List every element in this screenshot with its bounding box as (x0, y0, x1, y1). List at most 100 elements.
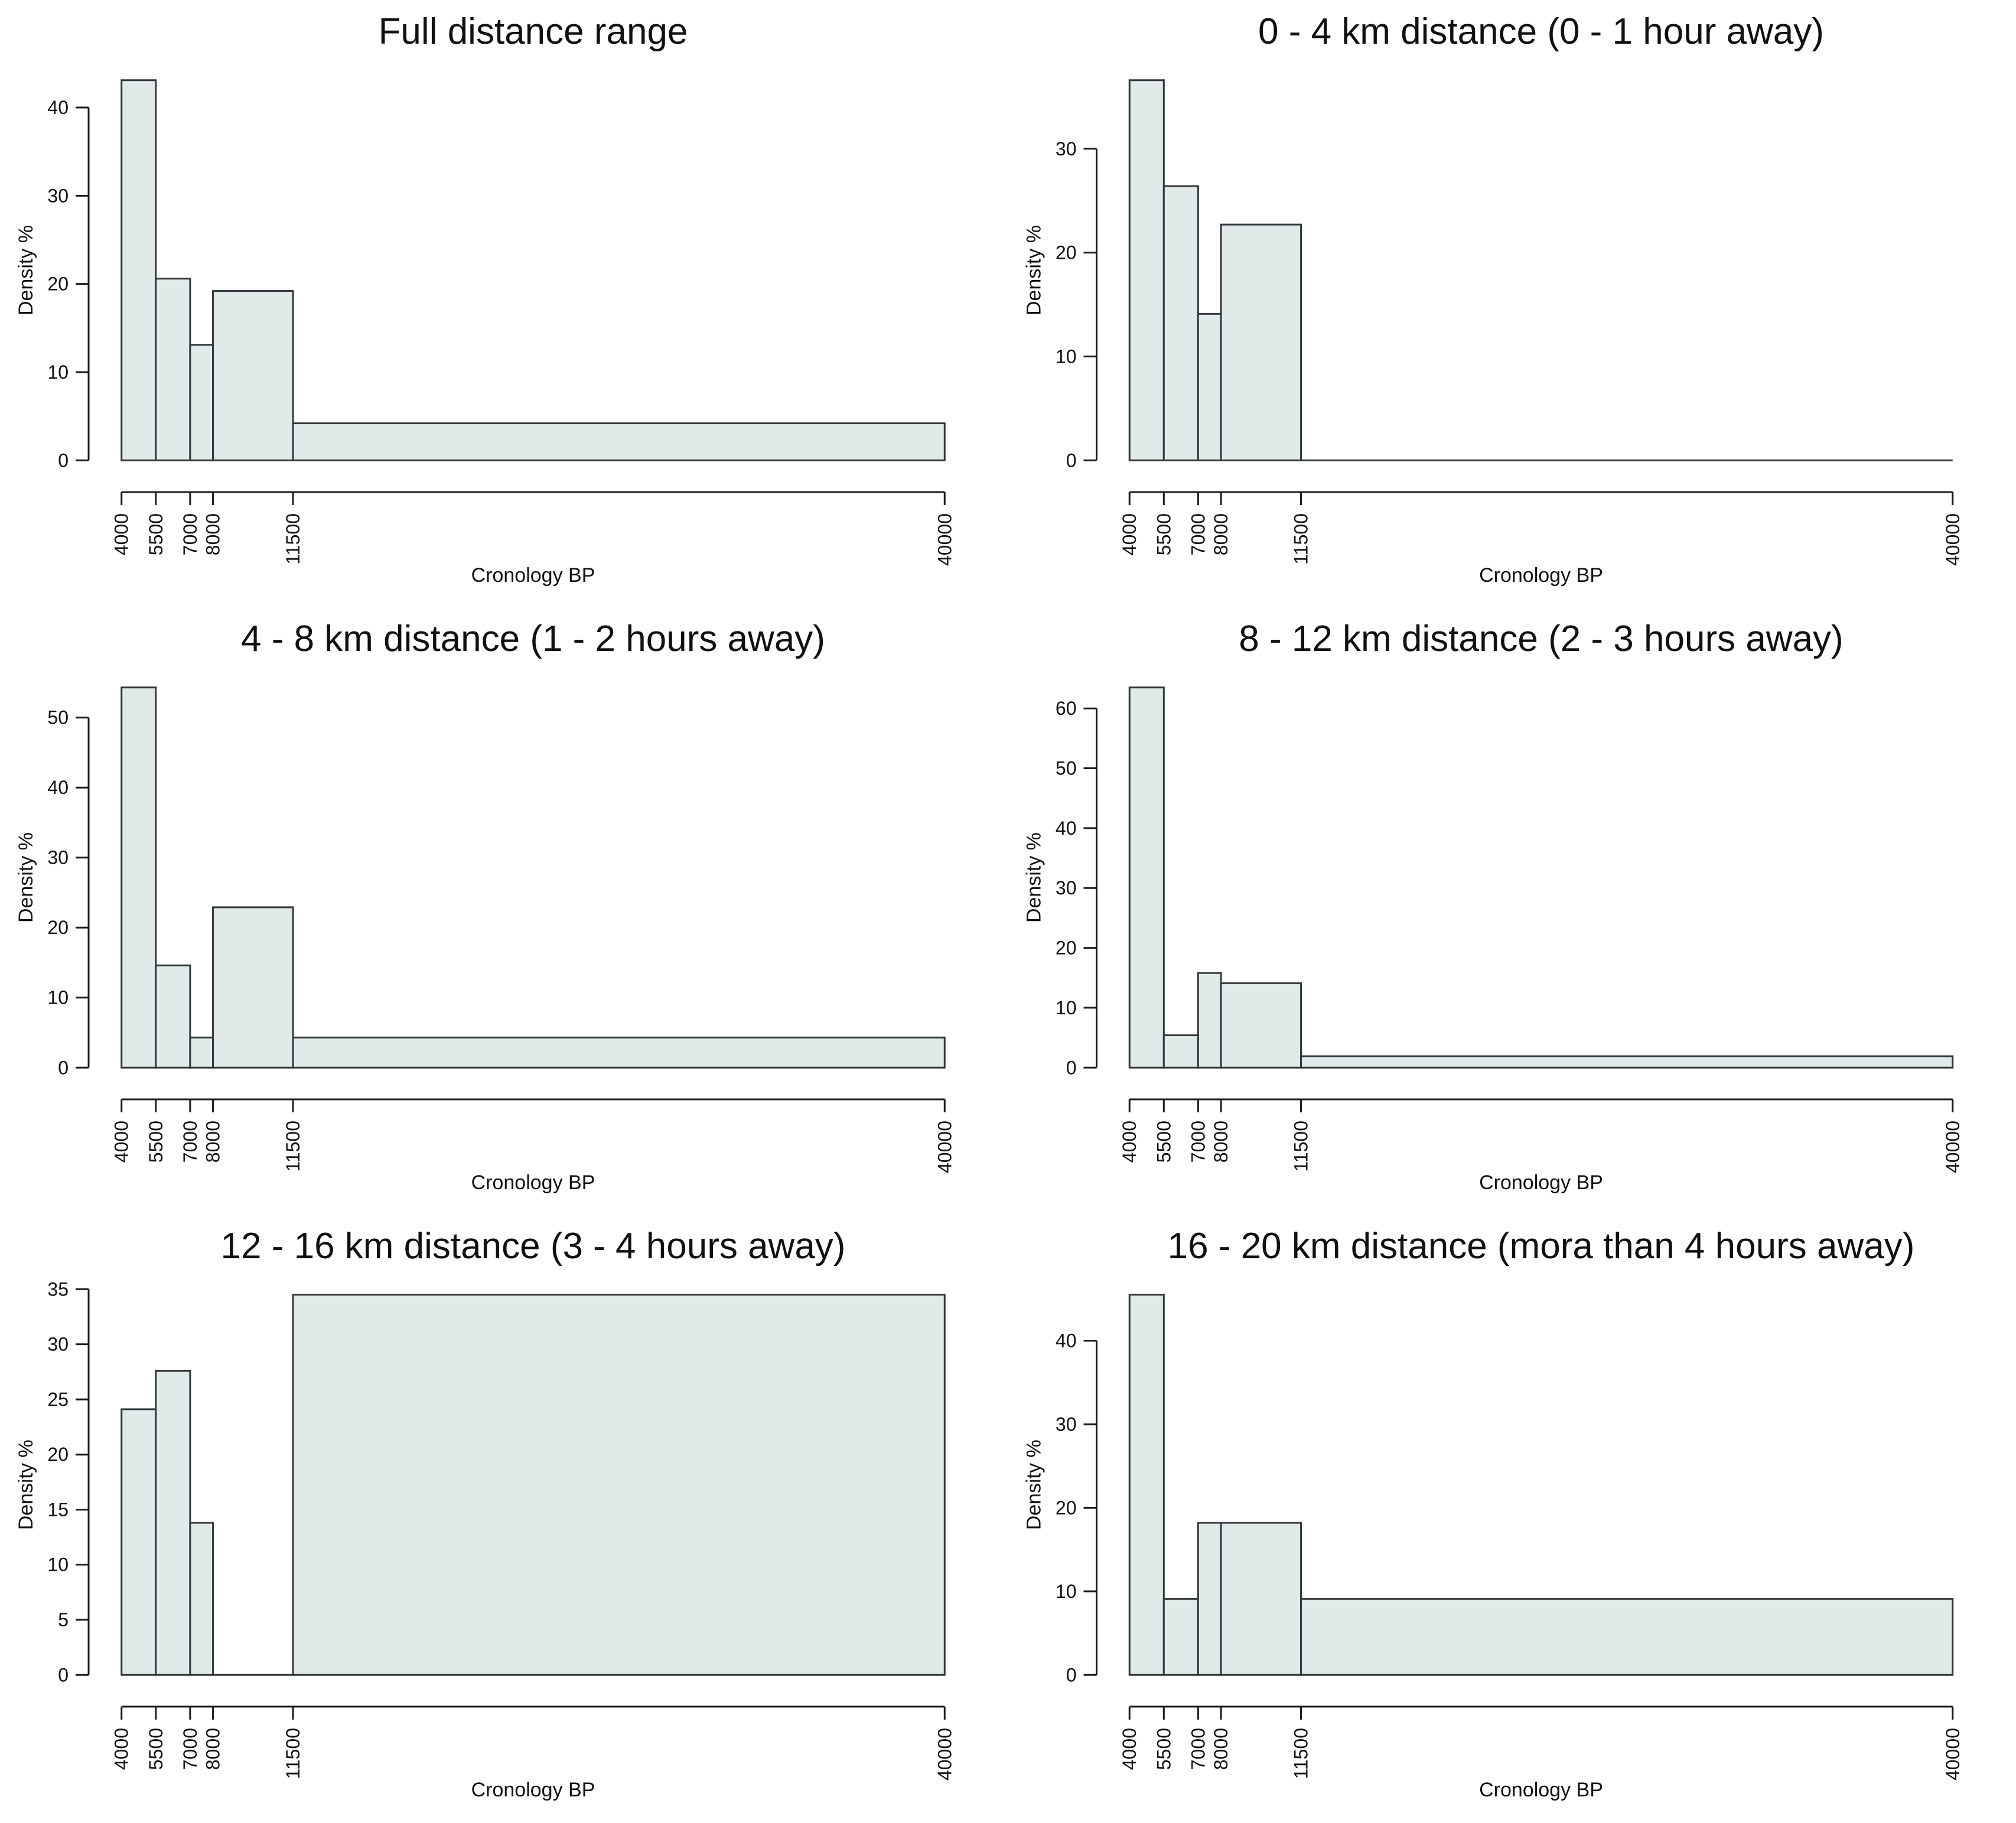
histogram-bar (155, 278, 191, 461)
x-axis-tick-label: 5500 (145, 513, 167, 555)
y-axis-tick-label: 0 (58, 1057, 69, 1078)
histogram-panel-full-range: Full distance range 0 10 20 30 40 Density % 400… (0, 0, 1008, 607)
x-axis-tick-label: 40000 (1942, 513, 1963, 566)
x-axis-tick-label: 7000 (180, 1121, 201, 1163)
y-axis-tick-label: 20 (1056, 242, 1077, 263)
histogram-bar (1197, 972, 1222, 1069)
histogram-bar (212, 290, 294, 461)
y-axis-tick-label: 60 (1056, 698, 1077, 719)
histogram-bar (292, 1036, 946, 1069)
y-axis-tick-label: 40 (47, 97, 69, 118)
histogram-panel-12-16km: 12 - 16 km distance (3 - 4 hours away) 0 5… (0, 1215, 1008, 1822)
x-axis-tick-label: 40000 (934, 1728, 955, 1780)
x-axis-tick-label: 5500 (145, 1728, 167, 1770)
histogram-svg-4-8km: 4 - 8 km distance (1 - 2 hours away) 0 10 2… (15, 618, 955, 1194)
y-axis-tick-label: 20 (47, 274, 69, 295)
y-axis-tick-label: 0 (1066, 450, 1077, 471)
y-axis-tick-label: 20 (47, 917, 69, 938)
x-axis-tick-label: 4000 (111, 1728, 132, 1770)
histogram-svg-full-range: Full distance range 0 10 20 30 40 Density % 400… (15, 11, 955, 587)
y-axis-tick-label: 0 (58, 450, 69, 471)
x-axis-tick-label: 4000 (1119, 1121, 1140, 1163)
x-axis-tick-label: 11500 (1291, 1728, 1312, 1779)
y-axis-tick-label: 10 (47, 987, 69, 1008)
chart-title: 4 - 8 km distance (1 - 2 hours away) (241, 618, 825, 659)
x-axis-tick-label: 7000 (180, 513, 201, 555)
x-axis-tick-label: 11500 (282, 1121, 304, 1172)
y-axis-tick-label: 10 (47, 1554, 69, 1575)
histogram-bar (1220, 982, 1302, 1069)
x-axis-tick-label: 8000 (1210, 1728, 1232, 1770)
y-axis-tick-label: 50 (47, 707, 69, 728)
y-axis-tick-label: 10 (1056, 1581, 1077, 1602)
x-axis-tick-label: 11500 (1291, 1121, 1312, 1172)
x-axis-tick-label: 8000 (203, 1728, 224, 1770)
x-axis-tick-label: 7000 (1187, 513, 1209, 555)
chart-title: 16 - 20 km distance (mora than 4 hours a… (1168, 1226, 1915, 1267)
histogram-bar (292, 1294, 946, 1676)
histogram-bar (189, 1036, 214, 1069)
histogram-panel-8-12km: 8 - 12 km distance (2 - 3 hours away) 0 10… (1008, 607, 2016, 1215)
y-axis-tick-label: 0 (1066, 1664, 1077, 1685)
histogram-bar (120, 686, 157, 1069)
y-axis-label: Density % (15, 832, 37, 923)
y-axis-label: Density % (15, 225, 37, 315)
histogram-bar (1128, 79, 1165, 461)
x-axis-tick-label: 5500 (145, 1121, 167, 1163)
histogram-bar (292, 422, 946, 461)
histogram-bar (120, 79, 157, 461)
y-axis-label: Density % (1023, 225, 1046, 315)
x-axis-tick-label: 4000 (111, 513, 132, 555)
histogram-bar (1300, 1055, 1954, 1069)
histogram-bar (189, 1522, 214, 1676)
histogram-panel-0-4km: 0 - 4 km distance (0 - 1 hour away) 0 10 20… (1008, 0, 2016, 607)
x-axis-tick-label: 7000 (180, 1728, 201, 1770)
histogram-bar (1162, 1598, 1199, 1676)
x-axis-tick-label: 40000 (934, 1121, 955, 1173)
y-axis-tick-label: 10 (47, 362, 69, 383)
y-axis-label: Density % (1023, 832, 1046, 923)
y-axis-tick-label: 30 (47, 1334, 69, 1355)
y-axis-tick-label: 30 (1056, 1414, 1077, 1435)
x-axis-tick-label: 4000 (1119, 1728, 1140, 1770)
y-axis-tick-label: 35 (47, 1278, 69, 1300)
chart-title: 0 - 4 km distance (0 - 1 hour away) (1258, 11, 1824, 52)
x-axis-tick-label: 5500 (1153, 1728, 1174, 1770)
y-axis-tick-label: 40 (1056, 1330, 1077, 1352)
x-axis-tick-label: 4000 (111, 1121, 132, 1163)
y-axis-tick-label: 20 (1056, 1497, 1077, 1518)
histogram-bar (155, 1369, 191, 1676)
x-axis-tick-label: 4000 (1119, 513, 1140, 555)
x-axis-tick-label: 8000 (1210, 513, 1232, 555)
y-axis-tick-label: 50 (1056, 758, 1077, 779)
x-axis-tick-label: 8000 (203, 513, 224, 555)
histogram-bar (1220, 223, 1302, 461)
x-axis-tick-label: 40000 (1942, 1121, 1963, 1173)
x-axis-tick-label: 5500 (1153, 513, 1174, 555)
x-axis-label: Cronology BP (471, 1779, 595, 1801)
chart-title: Full distance range (379, 11, 688, 52)
x-axis-tick-label: 7000 (1187, 1121, 1209, 1163)
x-axis-tick-label: 40000 (1942, 1728, 1963, 1780)
x-axis-tick-label: 7000 (1187, 1728, 1209, 1770)
y-axis-tick-label: 10 (1056, 997, 1077, 1018)
y-axis-tick-label: 5 (58, 1609, 69, 1630)
y-axis-tick-label: 0 (58, 1664, 69, 1685)
y-axis-tick-label: 15 (47, 1499, 69, 1520)
y-axis-tick-label: 40 (1056, 818, 1077, 839)
histogram-bar (1128, 686, 1165, 1069)
y-axis-tick-label: 30 (47, 185, 69, 206)
y-axis-tick-label: 0 (1066, 1057, 1077, 1078)
histogram-bar (1220, 1522, 1302, 1676)
x-axis-tick-label: 11500 (1291, 513, 1312, 565)
histogram-bar (1162, 1034, 1199, 1069)
y-axis-tick-label: 10 (1056, 346, 1077, 367)
x-axis-label: Cronology BP (471, 564, 595, 587)
y-axis-label: Density % (15, 1440, 37, 1530)
histogram-svg-8-12km: 8 - 12 km distance (2 - 3 hours away) 0 10… (1023, 618, 1963, 1194)
x-axis-tick-label: 8000 (1210, 1121, 1232, 1163)
y-axis-tick-label: 20 (47, 1444, 69, 1465)
y-axis-tick-label: 30 (47, 847, 69, 868)
histogram-bar (1300, 1598, 1954, 1676)
